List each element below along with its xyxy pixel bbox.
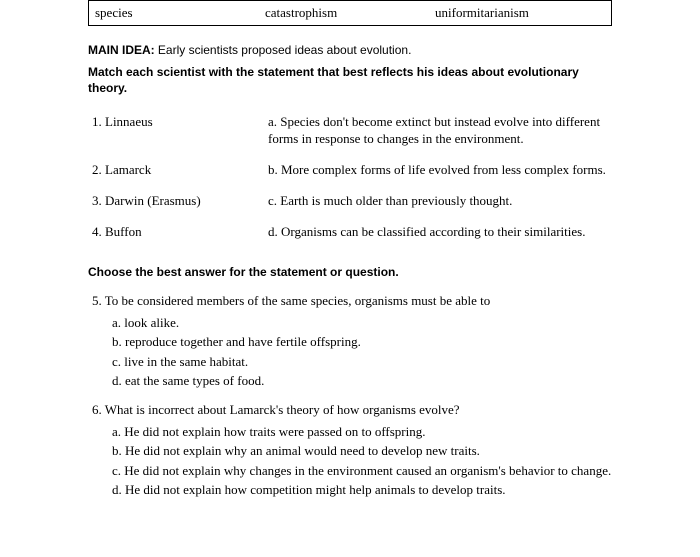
main-idea-line: MAIN IDEA: Early scientists proposed ide…: [88, 42, 612, 58]
match-row: 3. Darwin (Erasmus) c. Earth is much old…: [88, 193, 612, 210]
match-instruction: Match each scientist with the statement …: [88, 64, 612, 96]
match-row: 4. Buffon d. Organisms can be classified…: [88, 224, 612, 241]
question-6: 6. What is incorrect about Lamarck's the…: [88, 402, 612, 499]
match-statement: d. Organisms can be classified according…: [268, 224, 612, 241]
match-statement: c. Earth is much older than previously t…: [268, 193, 612, 210]
mc-instruction: Choose the best answer for the statement…: [88, 265, 612, 279]
match-scientist: 4. Buffon: [88, 224, 268, 241]
question-choice: b. He did not explain why an animal woul…: [102, 442, 612, 460]
match-scientist: 1. Linnaeus: [88, 114, 268, 148]
question-choice: d. He did not explain how competition mi…: [102, 481, 612, 499]
question-stem: 5. To be considered members of the same …: [88, 293, 612, 310]
match-row: 2. Lamarck b. More complex forms of life…: [88, 162, 612, 179]
match-scientist: 2. Lamarck: [88, 162, 268, 179]
main-idea-label: MAIN IDEA:: [88, 43, 155, 57]
worksheet-page: species catastrophism uniformitarianism …: [0, 0, 700, 499]
match-grid: 1. Linnaeus a. Species don't become exti…: [88, 114, 612, 240]
question-stem: 6. What is incorrect about Lamarck's the…: [88, 402, 612, 419]
match-statement: a. Species don't become extinct but inst…: [268, 114, 612, 148]
main-idea-text: Early scientists proposed ideas about ev…: [158, 43, 411, 57]
match-row: 1. Linnaeus a. Species don't become exti…: [88, 114, 612, 148]
question-choice: b. reproduce together and have fertile o…: [102, 333, 612, 351]
vocab-term-3: uniformitarianism: [435, 5, 605, 21]
vocab-term-2: catastrophism: [265, 5, 435, 21]
question-choice: c. He did not explain why changes in the…: [102, 462, 612, 480]
match-scientist: 3. Darwin (Erasmus): [88, 193, 268, 210]
vocab-term-1: species: [95, 5, 265, 21]
question-choice: c. live in the same habitat.: [102, 353, 612, 371]
match-statement: b. More complex forms of life evolved fr…: [268, 162, 612, 179]
question-5: 5. To be considered members of the same …: [88, 293, 612, 390]
question-choice: a. He did not explain how traits were pa…: [102, 423, 612, 441]
question-choice: d. eat the same types of food.: [102, 372, 612, 390]
question-choice: a. look alike.: [102, 314, 612, 332]
vocab-box: species catastrophism uniformitarianism: [88, 0, 612, 26]
